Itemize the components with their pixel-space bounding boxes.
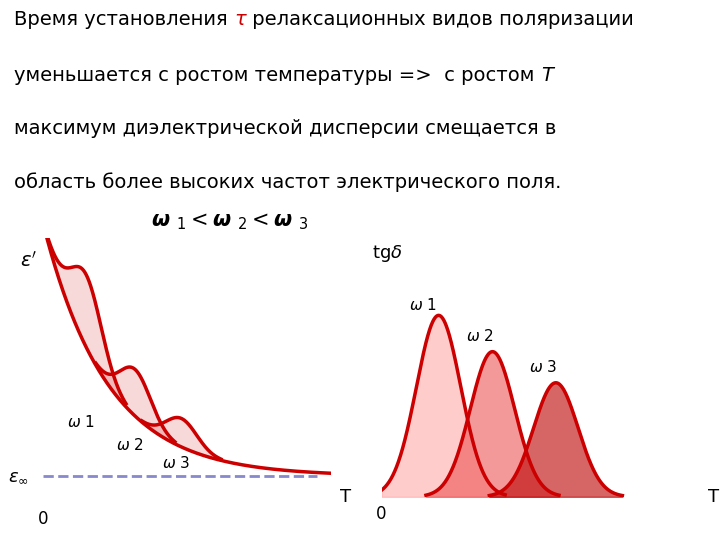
Text: область более высоких частот электрического поля.: область более высоких частот электрическ… xyxy=(14,172,562,192)
Text: $\boldsymbol{\omega}$ $_1$$<\boldsymbol{\omega}$ $_2$$<\boldsymbol{\omega}$ $_3$: $\boldsymbol{\omega}$ $_1$$<\boldsymbol{… xyxy=(151,211,310,232)
Text: $\varepsilon'$: $\varepsilon'$ xyxy=(20,251,37,271)
Text: tg$\delta$: tg$\delta$ xyxy=(372,243,402,264)
Text: T: T xyxy=(541,66,553,85)
Text: $\omega$ 2: $\omega$ 2 xyxy=(116,437,143,453)
Text: $\varepsilon_\infty$: $\varepsilon_\infty$ xyxy=(8,467,29,485)
Text: $\omega$ 3: $\omega$ 3 xyxy=(161,455,190,471)
Text: Время установления: Время установления xyxy=(14,10,234,29)
Text: релаксационных видов поляризации: релаксационных видов поляризации xyxy=(246,10,634,29)
Text: 0: 0 xyxy=(38,510,48,528)
Text: $\omega$ 1: $\omega$ 1 xyxy=(67,414,94,430)
Text: $\omega$ 2: $\omega$ 2 xyxy=(466,328,494,344)
Text: уменьшается с ростом температуры =>  с ростом: уменьшается с ростом температуры => с ро… xyxy=(14,66,541,85)
Text: T: T xyxy=(708,488,719,506)
Text: $\omega$ 3: $\omega$ 3 xyxy=(529,359,557,375)
Text: $\omega$ 1: $\omega$ 1 xyxy=(409,297,437,313)
Text: максимум диэлектрической дисперсии смещается в: максимум диэлектрической дисперсии смеща… xyxy=(14,119,557,138)
Text: T: T xyxy=(340,488,351,506)
Text: τ: τ xyxy=(234,10,246,29)
Text: 0: 0 xyxy=(377,504,387,523)
